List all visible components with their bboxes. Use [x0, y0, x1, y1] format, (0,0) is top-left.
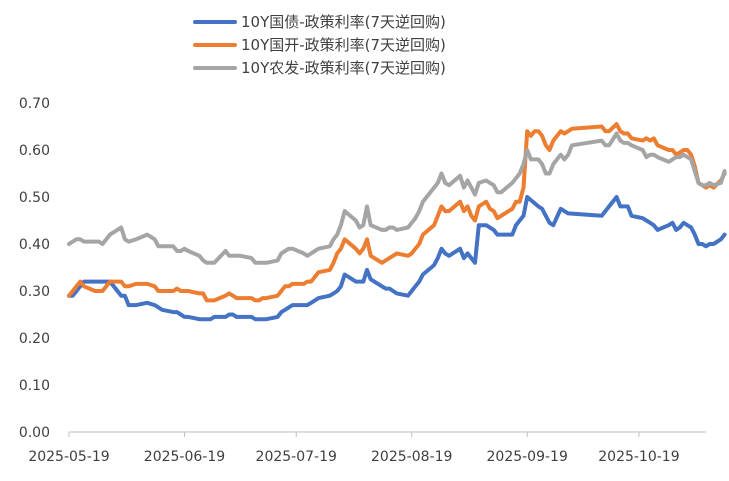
chart-legend: 10Y国债-政策利率(7天逆回购) 10Y国开-政策利率(7天逆回购) 10Y农发-… — [193, 13, 446, 77]
x-tick-label: 2025-07-19 — [256, 449, 337, 465]
x-tick-label: 2025-06-19 — [144, 449, 225, 465]
legend-label: 10Y国债-政策利率(7天逆回购) — [241, 13, 446, 31]
y-tick-label: 0.20 — [19, 331, 50, 347]
legend-label: 10Y农发-政策利率(7天逆回购) — [241, 59, 446, 77]
legend-label: 10Y国开-政策利率(7天逆回购) — [241, 36, 446, 54]
series-line-3 — [67, 131, 727, 265]
x-tick-label: 2025-05-19 — [28, 449, 109, 465]
series-line-2 — [67, 122, 727, 303]
plot-area — [67, 122, 727, 322]
y-tick-label: 0.10 — [19, 378, 50, 394]
y-tick-label: 0.00 — [19, 425, 50, 441]
x-tick-label: 2025-08-19 — [371, 449, 452, 465]
y-axis: 0.00 0.10 0.20 0.30 0.40 0.50 0.60 0.70 — [19, 96, 50, 441]
x-tick-label: 2025-10-19 — [598, 449, 679, 465]
series-line-1 — [67, 195, 727, 322]
y-tick-label: 0.60 — [19, 143, 50, 159]
y-tick-label: 0.40 — [19, 237, 50, 253]
x-axis: 2025-05-19 2025-06-19 2025-07-19 2025-08-19… — [28, 431, 706, 465]
y-tick-label: 0.50 — [19, 190, 50, 206]
y-tick-label: 0.30 — [19, 284, 50, 300]
y-tick-label: 0.70 — [19, 96, 50, 112]
x-tick-label: 2025-09-19 — [487, 449, 568, 465]
